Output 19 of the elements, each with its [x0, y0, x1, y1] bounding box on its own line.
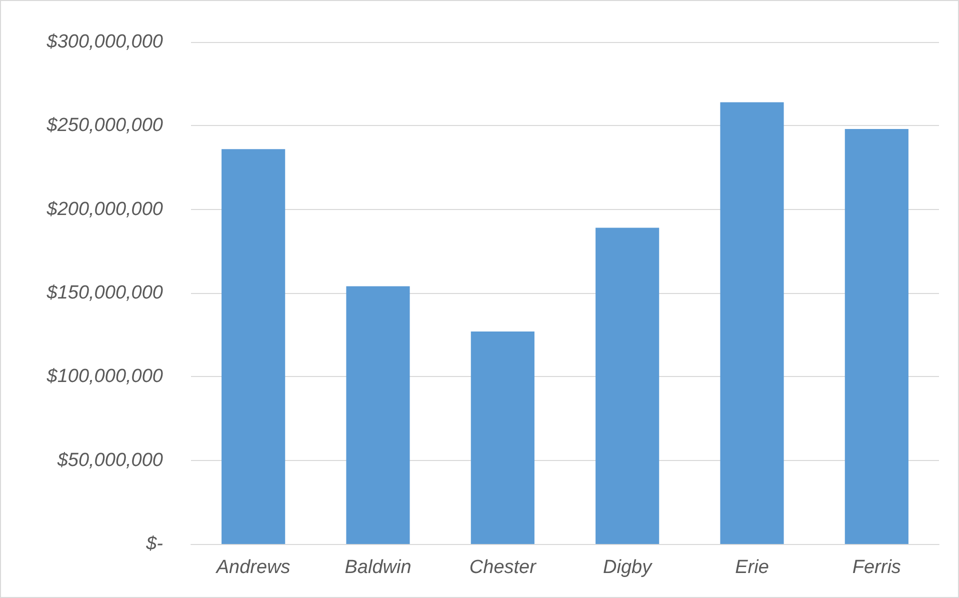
bar — [596, 228, 660, 544]
bar — [222, 149, 286, 544]
bar — [720, 102, 784, 544]
y-tick-label: $200,000,000 — [46, 198, 164, 220]
y-tick-label: $100,000,000 — [46, 366, 164, 388]
x-tick-label: Andrews — [215, 557, 291, 578]
y-tick-label: $- — [145, 534, 163, 554]
y-tick-label: $50,000,000 — [56, 450, 164, 471]
y-tick-label: $150,000,000 — [46, 282, 164, 304]
y-tick-label: $250,000,000 — [46, 115, 164, 136]
bar — [844, 129, 908, 544]
x-tick-label: Erie — [735, 557, 769, 578]
bar — [346, 286, 410, 544]
x-tick-label: Baldwin — [344, 557, 412, 578]
bar — [470, 331, 534, 544]
y-tick-label: $300,000,000 — [46, 32, 164, 52]
x-tick-label: Chester — [469, 557, 537, 578]
x-tick-label: Digby — [603, 557, 654, 578]
x-tick-label: Ferris — [852, 557, 902, 578]
